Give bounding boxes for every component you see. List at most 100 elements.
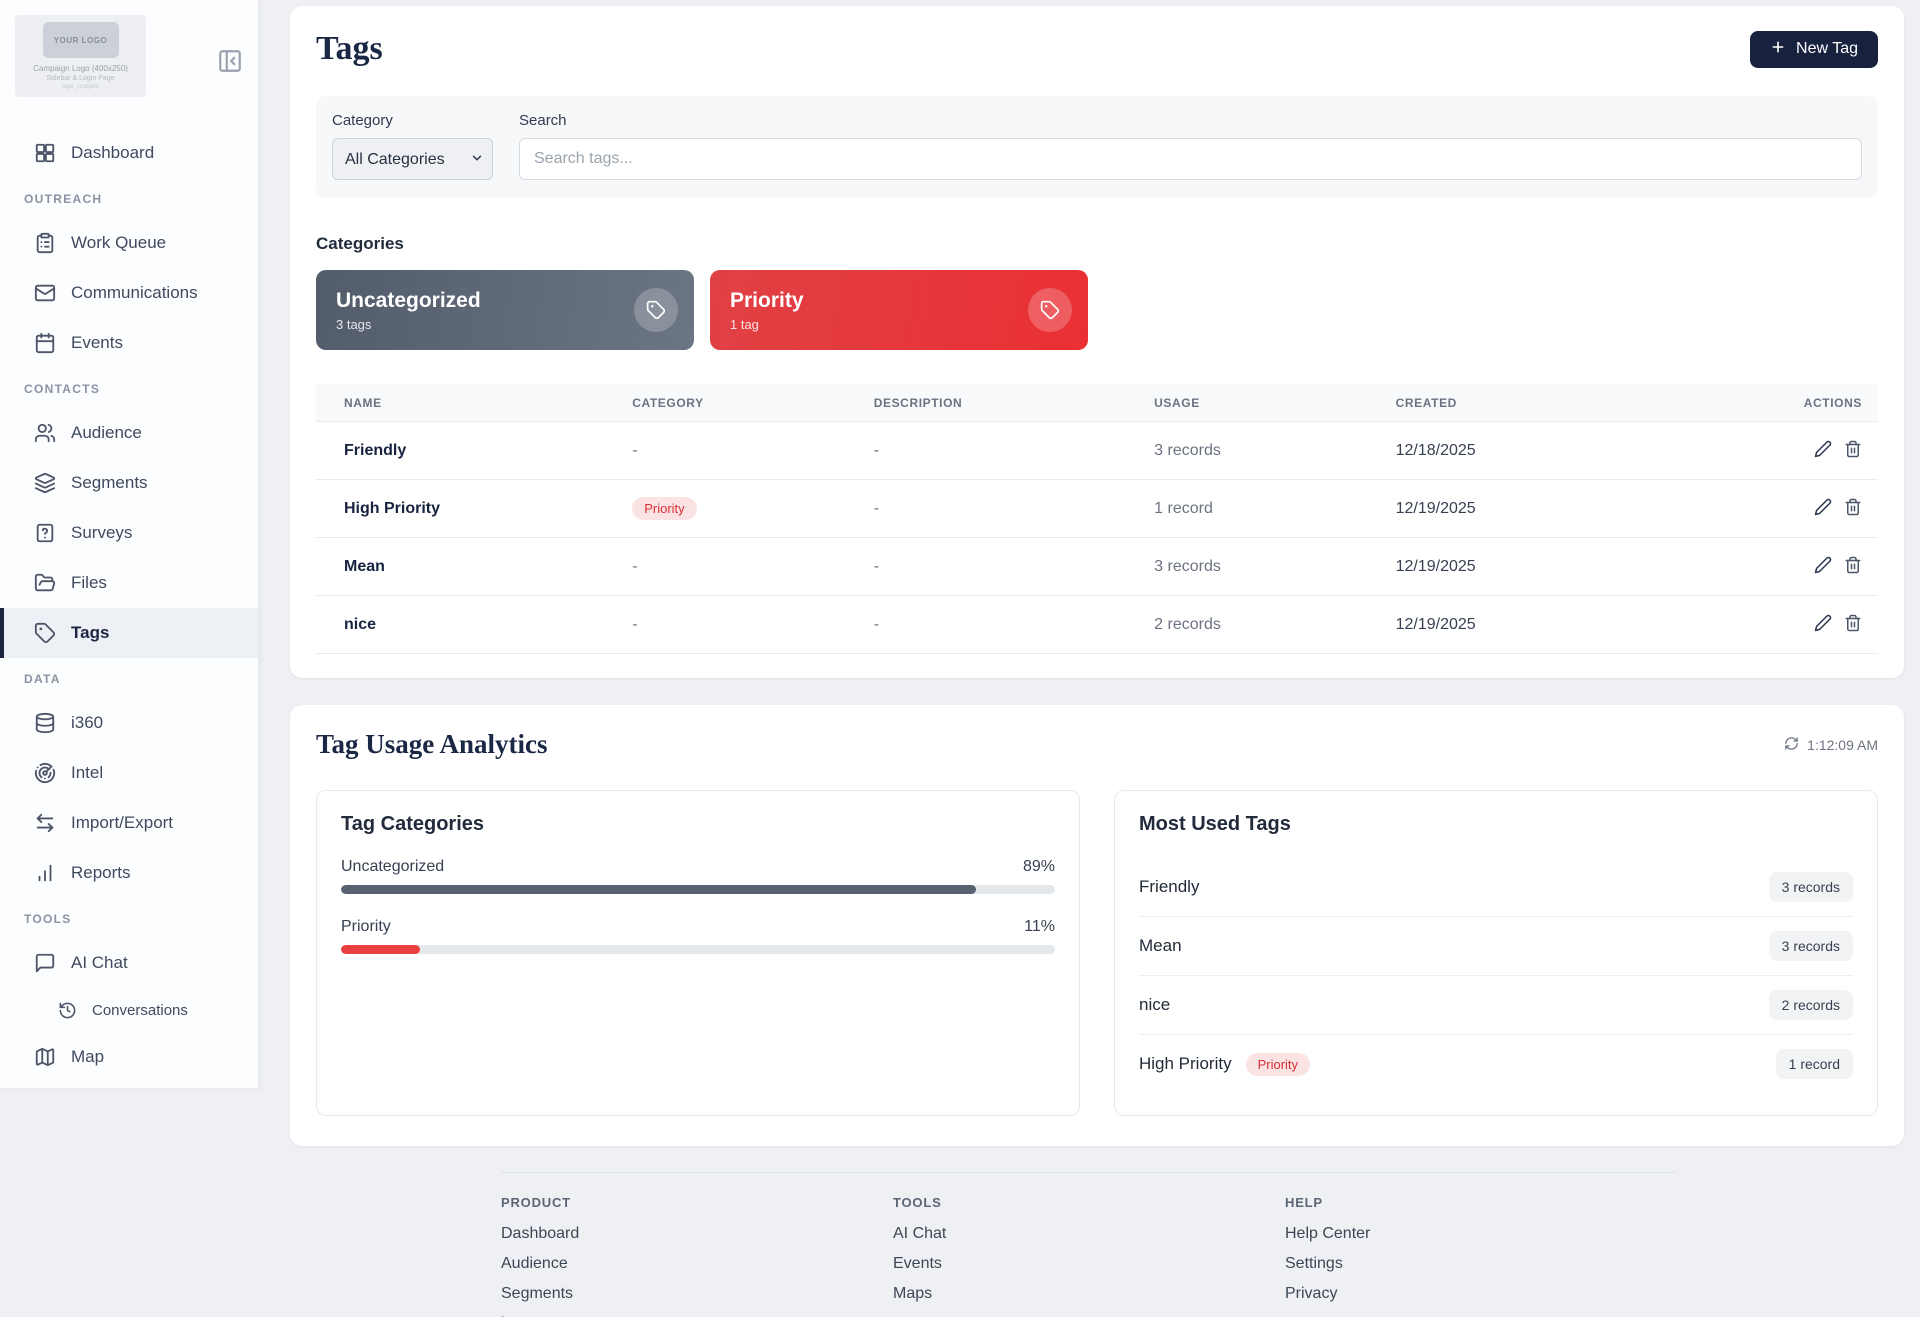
footer: PRODUCT Dashboard Audience Segments i360… <box>258 1146 1920 1317</box>
tag-name: nice <box>344 615 377 633</box>
tag-created: 12/19/2025 <box>1395 557 1476 575</box>
col-created: CREATED <box>1395 395 1457 410</box>
tag-categories-title: Tag Categories <box>341 813 484 835</box>
footer-heading: PRODUCT <box>501 1195 571 1210</box>
pencil-icon <box>1814 440 1832 461</box>
sidebar-item-events[interactable]: Events <box>0 318 258 368</box>
category-card-count: 3 tags <box>336 316 372 332</box>
sidebar-item-segments[interactable]: Segments <box>0 458 258 508</box>
footer-link-privacy[interactable]: Privacy <box>1285 1285 1338 1302</box>
category-select[interactable]: All Categories <box>332 138 493 180</box>
footer-link-terms[interactable]: Terms <box>1285 1315 1677 1317</box>
delete-button[interactable] <box>1840 494 1866 523</box>
sidebar-item-label: Intel <box>71 763 104 782</box>
footer-link-i360-data[interactable]: i360 Data <box>501 1315 893 1317</box>
tag-description: - <box>873 615 880 633</box>
tag-created: 12/18/2025 <box>1395 441 1476 459</box>
sidebar-item-label: i360 <box>71 713 104 732</box>
most-used-tag-name: Friendly <box>1139 877 1200 896</box>
edit-button[interactable] <box>1810 436 1836 465</box>
progress-fill <box>341 885 977 894</box>
calendar-icon <box>34 332 56 354</box>
tag-created: 12/19/2025 <box>1395 499 1476 517</box>
sidebar-item-reports[interactable]: Reports <box>0 848 258 898</box>
search-filter: Search <box>519 112 1862 180</box>
message-square-icon <box>34 952 56 974</box>
delete-button[interactable] <box>1840 436 1866 465</box>
footer-heading: HELP <box>1285 1195 1323 1210</box>
tag-icon <box>34 622 56 644</box>
sidebar-collapse-button[interactable] <box>214 45 246 77</box>
edit-button[interactable] <box>1810 552 1836 581</box>
history-icon <box>58 1001 77 1020</box>
analytics-refresh[interactable]: 1:12:09 AM <box>1784 736 1878 754</box>
bar-chart-icon <box>34 862 56 884</box>
categories-heading: Categories <box>316 234 404 253</box>
layers-icon <box>34 472 56 494</box>
plus-icon <box>1770 39 1786 60</box>
pencil-icon <box>1814 498 1832 519</box>
sidebar: YOUR LOGO Campaign Logo (400x250) Sideba… <box>0 0 258 1088</box>
sidebar-item-label: AI Chat <box>71 953 128 972</box>
tag-name: Mean <box>344 557 385 575</box>
sidebar-item-communications[interactable]: Communications <box>0 268 258 318</box>
sidebar-section-tools: TOOLS <box>24 912 72 926</box>
sidebar-item-import-export[interactable]: Import/Export <box>0 798 258 848</box>
dashboard-icon <box>34 142 56 164</box>
footer-column-help: HELP Help Center Settings Privacy Terms <box>1285 1195 1677 1317</box>
sidebar-item-label: Conversations <box>92 1001 188 1019</box>
tag-icon <box>1028 288 1072 332</box>
sidebar-item-surveys[interactable]: Surveys <box>0 508 258 558</box>
sidebar-item-i360[interactable]: i360 <box>0 698 258 748</box>
footer-link-segments[interactable]: Segments <box>501 1285 574 1302</box>
users-icon <box>34 422 56 444</box>
bar-percent: 89% <box>1022 858 1055 875</box>
new-tag-button[interactable]: New Tag <box>1750 30 1878 68</box>
col-category: CATEGORY <box>632 395 704 410</box>
footer-link-reports[interactable]: Reports <box>893 1315 1285 1317</box>
sidebar-item-intel[interactable]: Intel <box>0 748 258 798</box>
sidebar-item-ai-chat[interactable]: AI Chat <box>0 938 258 988</box>
tag-usage: 3 records <box>1154 441 1221 459</box>
sidebar-item-map[interactable]: Map <box>0 1032 258 1082</box>
footer-link-dashboard[interactable]: Dashboard <box>501 1225 580 1242</box>
sidebar-item-audience[interactable]: Audience <box>0 408 258 458</box>
logo-caption: Campaign Logo (400x250) <box>33 64 128 73</box>
sidebar-item-dashboard[interactable]: Dashboard <box>0 128 258 178</box>
tag-usage: 3 records <box>1154 557 1221 575</box>
pencil-icon <box>1814 556 1832 577</box>
clipboard-list-icon <box>34 232 56 254</box>
most-used-tags-card: Most Used Tags Friendly 3 records Mean 3… <box>1114 790 1878 1116</box>
analytics-timestamp: 1:12:09 AM <box>1807 736 1878 753</box>
progress-fill <box>341 945 420 954</box>
record-count-badge: 1 record <box>1775 1049 1853 1079</box>
tag-created: 12/19/2025 <box>1395 615 1476 633</box>
mail-icon <box>34 282 56 304</box>
edit-button[interactable] <box>1810 494 1836 523</box>
sidebar-item-conversations[interactable]: Conversations <box>0 988 258 1032</box>
sidebar-item-files[interactable]: Files <box>0 558 258 608</box>
footer-link-audience[interactable]: Audience <box>501 1255 568 1272</box>
table-row: Mean - - 3 records 12/19/2025 <box>316 538 1878 596</box>
footer-link-maps[interactable]: Maps <box>893 1285 933 1302</box>
footer-link-settings[interactable]: Settings <box>1285 1255 1343 1272</box>
category-filter: Category All Categories <box>332 112 493 180</box>
category-card-count: 1 tag <box>730 316 759 332</box>
pencil-icon <box>1814 614 1832 635</box>
footer-link-ai-chat[interactable]: AI Chat <box>893 1225 947 1242</box>
sidebar-item-goals[interactable]: Goals <box>0 1082 258 1088</box>
edit-button[interactable] <box>1810 610 1836 639</box>
col-name: NAME <box>344 395 382 410</box>
delete-button[interactable] <box>1840 610 1866 639</box>
search-input[interactable] <box>519 138 1862 180</box>
category-card-priority[interactable]: Priority 1 tag <box>710 270 1088 350</box>
sidebar-item-tags[interactable]: Tags <box>0 608 258 658</box>
sidebar-item-work-queue[interactable]: Work Queue <box>0 218 258 268</box>
category-card-uncategorized[interactable]: Uncategorized 3 tags <box>316 270 694 350</box>
delete-button[interactable] <box>1840 552 1866 581</box>
footer-link-help-center[interactable]: Help Center <box>1285 1225 1371 1242</box>
tag-category: - <box>632 557 638 575</box>
progress-track <box>341 885 1055 894</box>
tag-name: Friendly <box>344 441 407 459</box>
footer-link-events[interactable]: Events <box>893 1255 942 1272</box>
